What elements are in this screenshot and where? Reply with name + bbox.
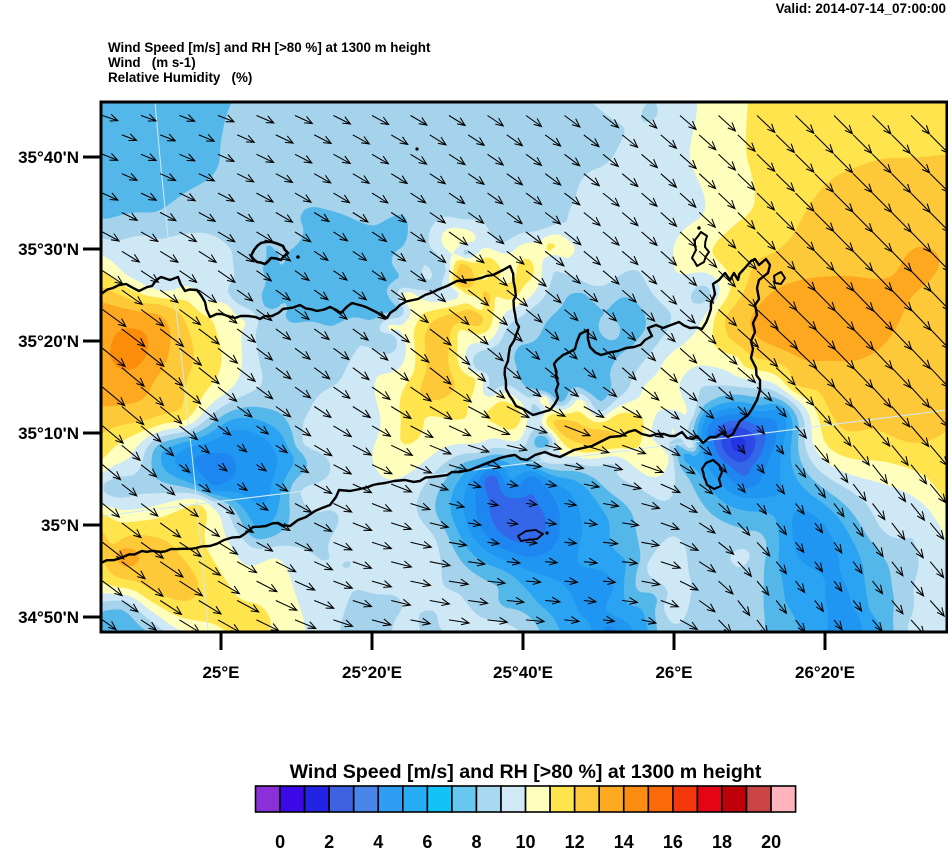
svg-text:25°20'E: 25°20'E bbox=[342, 663, 402, 682]
svg-text:Valid: 2014-07-14_07:00:00: Valid: 2014-07-14_07:00:00 bbox=[776, 1, 946, 16]
svg-text:12: 12 bbox=[565, 832, 585, 852]
svg-text:35°20'N: 35°20'N bbox=[18, 332, 79, 351]
svg-text:14: 14 bbox=[614, 832, 634, 852]
svg-text:Wind Speed [m/s] and RH [>80 %: Wind Speed [m/s] and RH [>80 %] at 1300 … bbox=[290, 761, 762, 783]
svg-text:35°30'N: 35°30'N bbox=[18, 240, 79, 259]
svg-text:Wind Speed [m/s] and RH [>80 %: Wind Speed [m/s] and RH [>80 %] at 1300 … bbox=[108, 40, 431, 55]
svg-text:0: 0 bbox=[275, 832, 285, 852]
svg-text:18: 18 bbox=[712, 832, 732, 852]
svg-text:10: 10 bbox=[515, 832, 535, 852]
svg-text:35°N: 35°N bbox=[41, 516, 79, 535]
svg-text:34°50'N: 34°50'N bbox=[18, 608, 79, 627]
svg-text:35°10'N: 35°10'N bbox=[18, 424, 79, 443]
svg-text:35°40'N: 35°40'N bbox=[18, 148, 79, 167]
svg-text:4: 4 bbox=[373, 832, 383, 852]
svg-text:26°E: 26°E bbox=[655, 663, 692, 682]
svg-text:20: 20 bbox=[761, 832, 781, 852]
svg-text:26°20'E: 26°20'E bbox=[795, 663, 855, 682]
svg-text:2: 2 bbox=[324, 832, 334, 852]
svg-text:25°E: 25°E bbox=[202, 663, 239, 682]
svg-text:6: 6 bbox=[422, 832, 432, 852]
svg-text:16: 16 bbox=[663, 832, 683, 852]
svg-text:Wind (m s-1): Wind (m s-1) bbox=[108, 55, 196, 70]
svg-text:25°40'E: 25°40'E bbox=[493, 663, 553, 682]
svg-text:Relative Humidity (%): Relative Humidity (%) bbox=[108, 70, 252, 85]
svg-text:8: 8 bbox=[471, 832, 481, 852]
